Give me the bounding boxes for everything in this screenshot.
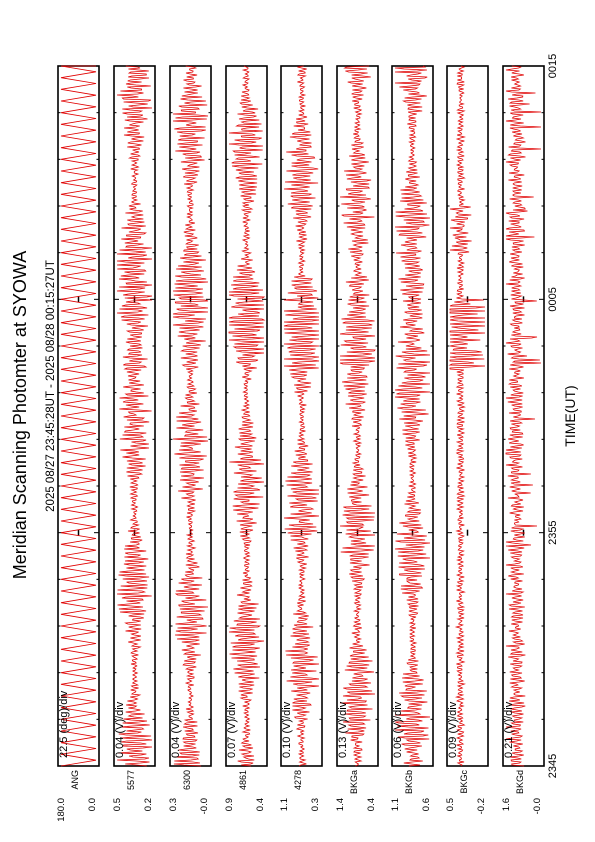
channel-label: 5577 [126, 770, 136, 790]
ytick-label-max: 0.5 [112, 798, 123, 811]
series-line [394, 65, 431, 767]
channel-label: 6300 [182, 770, 192, 790]
scale-label: 0.13 (V)/div [337, 701, 349, 758]
figure-title: Meridian Scanning Photomter at SYOWA [10, 251, 30, 579]
ytick-label-min: -0.2 [476, 798, 487, 814]
ytick-label-min: 0.2 [143, 798, 154, 811]
panel-frame [446, 65, 489, 767]
scale-label: 0.06 (V)/div [392, 701, 404, 758]
series-line [172, 65, 209, 767]
panel-frame [113, 65, 156, 767]
time-tick-label: 0005 [547, 287, 559, 311]
series-line [505, 65, 542, 767]
scale-label: 22.5 (deg)/div [58, 690, 70, 758]
ytick-label-min: -0.0 [532, 798, 543, 814]
scale-label: 0.09 (V)/div [447, 701, 459, 758]
series-line [283, 65, 320, 767]
ytick-label-max: 1.1 [390, 798, 401, 811]
panel-frame [336, 65, 379, 767]
channel-label: BKGa [349, 770, 359, 794]
time-tick-label: 2345 [547, 754, 559, 778]
scale-label: 0.04 (V)/div [170, 701, 182, 758]
ytick-label-max: 180.0 [56, 798, 67, 822]
channel-label: BKGb [404, 770, 414, 794]
panel-frame [169, 65, 212, 767]
series-line [228, 65, 266, 767]
scale-label: 0.04 (V)/div [114, 701, 126, 758]
ytick-label-max: 1.4 [335, 798, 346, 811]
scale-label: 0.07 (V)/div [226, 701, 238, 758]
series-line [339, 65, 376, 767]
channel-label: BKGd [515, 770, 525, 794]
scale-label: 0.10 (V)/div [281, 701, 293, 758]
series-line [448, 65, 486, 767]
ytick-label-min: 0.4 [366, 798, 377, 811]
x-axis-label: TIME(UT) [562, 385, 578, 446]
channel-label: ANG [70, 770, 80, 790]
scale-label: 0.21 (V)/div [503, 701, 515, 758]
panel-frame [225, 65, 268, 767]
time-range-label: 2025 08/27 23:45:28UT - 2025 08/28 00:15… [45, 260, 57, 512]
series-line [116, 65, 153, 767]
channel-label: 4861 [238, 770, 248, 790]
channel-label: BKGc [459, 770, 469, 794]
ytick-label-max: 0.5 [445, 798, 456, 811]
ytick-label-min: 0.6 [421, 798, 432, 811]
ytick-label-min: 0.3 [310, 798, 321, 811]
ytick-label-max: 0.9 [224, 798, 235, 811]
ytick-label-min: 0.0 [87, 798, 98, 811]
panel-frame [57, 65, 100, 767]
series-line [60, 65, 97, 767]
channel-label: 4278 [293, 770, 303, 790]
ytick-label-max: 0.3 [168, 798, 179, 811]
time-tick-label: 0015 [547, 54, 559, 78]
time-tick-label: 2355 [547, 520, 559, 544]
ytick-label-min: -0.0 [199, 798, 210, 814]
panel-frame [502, 65, 545, 767]
ytick-label-max: 1.6 [501, 798, 512, 811]
ytick-label-max: 1.1 [279, 798, 290, 811]
ytick-label-min: 0.4 [255, 798, 266, 811]
